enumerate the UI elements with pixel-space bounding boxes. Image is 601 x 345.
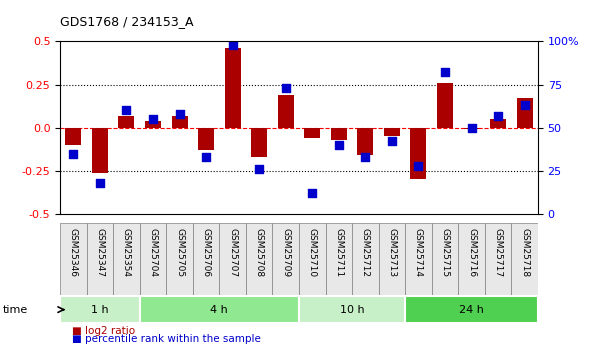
Text: GSM25354: GSM25354 [122, 228, 131, 277]
Bar [225, 48, 240, 128]
Bar [511, 223, 538, 295]
Bar [405, 296, 538, 323]
Bar [87, 223, 113, 295]
Bar [145, 121, 161, 128]
Bar [139, 296, 299, 323]
Text: GSM25712: GSM25712 [361, 228, 370, 277]
Point [413, 163, 423, 168]
Bar [410, 128, 426, 179]
Text: GSM25347: GSM25347 [96, 228, 105, 277]
Bar [139, 223, 166, 295]
Bar [166, 223, 193, 295]
Point [520, 102, 529, 108]
Text: GSM25707: GSM25707 [228, 228, 237, 277]
Point [228, 42, 237, 48]
Point [175, 111, 185, 117]
Point [69, 151, 78, 156]
Bar [326, 223, 352, 295]
Bar [60, 296, 140, 323]
Text: GSM25715: GSM25715 [441, 228, 450, 277]
Bar [463, 128, 480, 129]
Bar [60, 223, 87, 295]
Text: GSM25716: GSM25716 [467, 228, 476, 277]
Bar [458, 223, 485, 295]
Bar [331, 128, 347, 140]
Point [281, 85, 290, 91]
Text: time: time [3, 305, 28, 315]
Bar [219, 223, 246, 295]
Point [387, 139, 397, 144]
Bar [517, 98, 532, 128]
Bar [437, 83, 453, 128]
Text: GSM25704: GSM25704 [148, 228, 157, 277]
Bar [172, 116, 188, 128]
Bar [485, 223, 511, 295]
Text: GDS1768 / 234153_A: GDS1768 / 234153_A [60, 14, 194, 28]
Text: GSM25346: GSM25346 [69, 228, 78, 277]
Bar [193, 223, 219, 295]
Point [440, 70, 450, 75]
Text: 1 h: 1 h [91, 305, 109, 315]
Bar [66, 128, 81, 145]
Text: 10 h: 10 h [340, 305, 364, 315]
Bar [92, 128, 108, 172]
Point [334, 142, 344, 148]
Point [148, 116, 158, 122]
Bar [251, 128, 267, 157]
Bar [299, 296, 405, 323]
Bar [113, 223, 139, 295]
Point [201, 154, 211, 160]
Text: GSM25717: GSM25717 [493, 228, 502, 277]
Bar [432, 223, 458, 295]
Point [121, 108, 131, 113]
Point [254, 166, 264, 172]
Bar [379, 223, 405, 295]
Text: 24 h: 24 h [459, 305, 484, 315]
Text: GSM25711: GSM25711 [334, 228, 343, 277]
Text: GSM25709: GSM25709 [281, 228, 290, 277]
Text: GSM25710: GSM25710 [308, 228, 317, 277]
Bar [405, 223, 432, 295]
Text: GSM25706: GSM25706 [201, 228, 210, 277]
Text: GSM25705: GSM25705 [175, 228, 184, 277]
Point [467, 125, 477, 130]
Bar [272, 223, 299, 295]
Bar [358, 128, 373, 155]
Text: ■ percentile rank within the sample: ■ percentile rank within the sample [72, 334, 261, 344]
Bar [352, 223, 379, 295]
Bar [198, 128, 214, 150]
Text: GSM25714: GSM25714 [414, 228, 423, 277]
Point [308, 190, 317, 196]
Text: 4 h: 4 h [210, 305, 228, 315]
Bar [299, 223, 326, 295]
Text: ■ log2 ratio: ■ log2 ratio [72, 326, 135, 336]
Bar [384, 128, 400, 136]
Bar [304, 128, 320, 138]
Text: GSM25718: GSM25718 [520, 228, 529, 277]
Text: GSM25708: GSM25708 [255, 228, 264, 277]
Point [493, 113, 503, 118]
Bar [118, 116, 135, 128]
Bar [490, 119, 506, 128]
Point [95, 180, 105, 186]
Text: GSM25713: GSM25713 [388, 228, 397, 277]
Bar [278, 95, 294, 128]
Bar [246, 223, 272, 295]
Point [361, 154, 370, 160]
